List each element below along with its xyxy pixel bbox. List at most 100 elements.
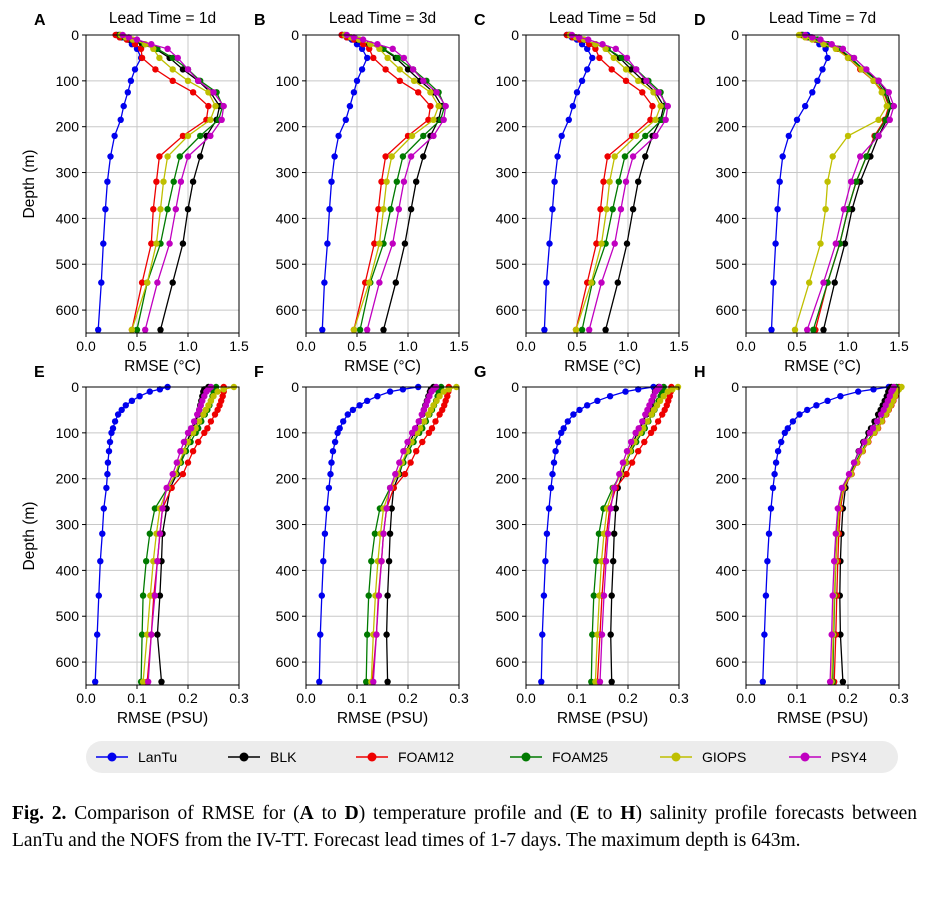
data-point [767,505,775,512]
data-point [622,178,630,185]
data-point [153,178,160,185]
data-point [598,279,605,286]
y-tick-label: 0 [731,379,739,395]
x-tick-label: 1.5 [669,338,689,354]
y-tick-label: 100 [56,73,80,89]
data-point [433,397,440,404]
x-axis-label: RMSE (°C) [784,358,861,375]
data-point [541,326,548,333]
data-point [853,178,860,185]
x-tick-label: 0.3 [449,690,469,706]
data-point [614,279,621,286]
series-lantu [319,31,371,333]
data-point [118,406,125,414]
data-point [184,66,192,73]
panel-letter: E [34,364,45,381]
data-point [363,678,370,685]
series-foam12 [112,31,212,333]
data-point [383,631,390,638]
data-point [400,178,408,185]
data-point [831,558,838,565]
panel-f: 0.0 0.1 0.2 0.3 0 100 200 300 400 500 600 RMSE (PSU… [254,364,469,727]
series-blk [339,31,445,333]
data-point [589,54,596,62]
y-tick-label: 100 [496,73,520,89]
data-point [863,153,870,160]
data-point [622,77,630,85]
data-point [809,89,816,96]
panel-b: 0.0 0.5 1.0 1.5 0 100 200 300 400 500 600 RMSE (°C)… [254,10,469,375]
y-tick-label: 600 [276,302,300,318]
data-point [196,418,203,425]
data-point [655,89,662,96]
x-tick-label: 1.0 [838,338,858,354]
data-point [323,505,331,512]
data-point [776,178,783,185]
data-point [877,411,885,418]
data-point [847,178,855,185]
legend-label: FOAM25 [552,749,608,765]
plot-frame [85,386,240,686]
data-point [334,429,341,436]
caption-text-to2: to [589,803,621,824]
data-point [874,425,881,432]
data-point [382,66,389,73]
legend: LanTu BLK FOAM12 FOAM25 GIOPS PSY4 [86,741,898,773]
data-point [169,77,176,85]
data-point [197,153,204,160]
data-point [184,459,192,466]
panel-d: 0.0 0.5 1.0 1.5 0 100 200 300 400 500 600 RMSE (°C)… [694,10,909,375]
legend-marker [671,752,681,762]
series-blk [383,383,437,685]
data-point [796,411,803,418]
x-tick-label: 0.5 [347,338,367,354]
data-point [100,240,107,247]
data-point [629,206,637,213]
data-point [793,116,801,124]
data-point [321,530,329,537]
data-point [166,240,173,247]
data-point [180,438,188,446]
data-point [642,411,649,418]
data-point [395,206,402,213]
panel-title: Lead Time = 5d [549,10,656,27]
series-psy4 [802,31,898,333]
data-point [592,678,599,685]
data-point [819,66,826,73]
data-point [774,206,781,213]
data-point [629,153,637,160]
data-point [410,77,418,85]
data-point [214,388,221,395]
data-point [387,206,394,213]
data-point [642,132,649,140]
data-point [421,418,428,425]
data-point [104,178,111,185]
y-tick-label: 200 [496,471,520,487]
data-point [172,206,179,213]
data-point [615,178,622,185]
x-tick-label: 1.0 [178,338,198,354]
data-point [813,402,820,409]
y-tick-label: 600 [56,654,80,670]
data-point [388,505,395,512]
data-point [131,66,139,73]
panel-letter: A [34,12,46,29]
y-tick-label: 100 [276,425,300,441]
data-point [886,116,893,124]
legend-label: GIOPS [702,749,746,765]
data-point [399,386,407,393]
caption-text-2: ) temperature profile and ( [358,803,577,824]
caption-text-1: Comparison of RMSE for ( [66,803,300,824]
data-point [399,153,407,160]
y-tick-label: 500 [276,256,300,272]
data-point [856,448,863,455]
data-point [771,470,778,478]
data-point [866,429,874,436]
x-axis-label: RMSE (°C) [564,358,641,375]
data-point [394,54,401,62]
data-point [133,36,141,43]
data-point [156,592,164,599]
x-tick-label: 0.3 [889,690,909,706]
data-point [356,402,363,409]
data-point [205,102,212,110]
